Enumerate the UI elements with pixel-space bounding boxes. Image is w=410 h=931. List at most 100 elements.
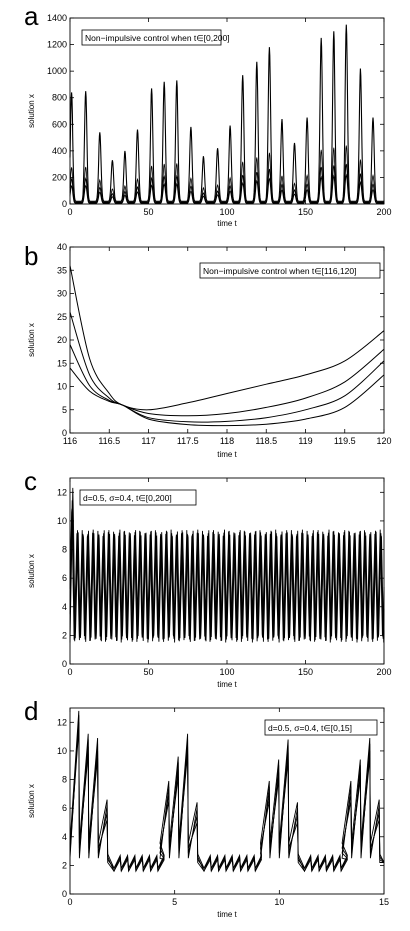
y-tick-label: 1200	[47, 40, 67, 50]
legend-box-d	[264, 719, 378, 736]
x-tick-label: 119.5	[334, 436, 356, 446]
x-tick-label: 120	[376, 436, 391, 446]
series-line	[69, 173, 384, 204]
plot-frame-d	[69, 707, 385, 895]
x-tick-label: 0	[67, 897, 72, 907]
legend-box-c	[79, 489, 197, 506]
panel-a: a 0 50 100 150 2000200400600800100012001400 …	[24, 1, 392, 228]
series-line	[69, 508, 385, 643]
x-tick-label: 116	[63, 436, 77, 446]
y-tick-label: 10	[57, 516, 67, 526]
x-tick-label: 50	[143, 207, 153, 217]
ticks-b: 116 116.5 117 117.5 118 118.5 119 119.5 120 0 5 10 1…	[57, 242, 392, 446]
y-tick-label: 6	[62, 803, 67, 813]
ticks-a: 0 50 100 150 200 0 200 400 600 800 1000 1200 1400	[47, 13, 392, 217]
legend-text-c: d=0.5, σ=0.4, t∈[0,200]	[83, 493, 172, 503]
x-tick-label: 118	[220, 436, 234, 446]
x-tick-label: 100	[219, 207, 234, 217]
y-tick-label: 0	[62, 659, 67, 669]
plot-frame-a	[69, 17, 385, 205]
y-tick-label: 400	[52, 146, 67, 156]
y-tick-label: 2	[62, 630, 67, 640]
series-group-d	[69, 710, 385, 873]
y-tick-label: 12	[57, 717, 67, 727]
panel-d: d 0 5 10 15 0 2 4 6 8 10 12 d=0.5, σ=0.4, t∈[0,15]…	[24, 696, 389, 919]
panel-letter-b: b	[24, 241, 38, 271]
y-axis-label-d: solution x	[27, 784, 36, 818]
y-tick-label: 12	[57, 487, 67, 497]
x-axis-label-d: time t	[217, 910, 237, 919]
x-tick-label: 15	[379, 897, 389, 907]
series-line	[69, 715, 384, 873]
panel-letter-d: d	[24, 696, 38, 726]
y-tick-label: 4	[62, 832, 67, 842]
x-tick-label: 117.5	[177, 436, 199, 446]
y-tick-label: 8	[62, 545, 67, 555]
series-line	[69, 24, 384, 202]
y-tick-label: 1000	[47, 66, 67, 76]
series-group-a	[69, 24, 384, 204]
y-tick-label: 4	[62, 602, 67, 612]
y-tick-label: 10	[57, 382, 67, 392]
y-tick-label: 2	[62, 860, 67, 870]
x-tick-label: 50	[143, 667, 153, 677]
legend-text-b: Non−impulsive control when t∈[116,120]	[203, 266, 357, 276]
series-line	[69, 500, 385, 643]
series-line	[69, 311, 385, 417]
x-tick-label: 0	[67, 207, 72, 217]
y-tick-label: 0	[62, 889, 67, 899]
x-axis-label-b: time t	[217, 450, 237, 459]
x-tick-label: 100	[219, 667, 234, 677]
y-tick-label: 1400	[47, 13, 67, 23]
y-tick-label: 5	[62, 405, 67, 415]
series-line	[69, 344, 385, 423]
series-group-b	[69, 265, 385, 427]
x-tick-label: 5	[172, 897, 177, 907]
y-tick-label: 200	[52, 172, 67, 182]
x-tick-label: 200	[376, 207, 391, 217]
legend-text-d: d=0.5, σ=0.4, t∈[0,15]	[268, 723, 352, 733]
legend-text-a: Non−impulsive control when t∈[0,200]	[85, 33, 230, 43]
y-tick-label: 35	[57, 265, 67, 275]
x-tick-label: 150	[298, 207, 313, 217]
ticks-d: 0 5 10 15 0 2 4 6 8 10 12	[57, 708, 389, 907]
y-tick-label: 40	[57, 242, 67, 252]
x-tick-label: 10	[274, 897, 284, 907]
legend-box-b	[199, 262, 381, 279]
x-tick-label: 117	[141, 436, 155, 446]
legend-box-a	[81, 29, 222, 46]
series-group-c	[69, 487, 385, 643]
y-tick-label: 25	[57, 312, 67, 322]
y-tick-label: 600	[52, 119, 67, 129]
series-line	[69, 265, 385, 411]
y-axis-label-b: solution x	[27, 323, 36, 357]
x-tick-label: 150	[298, 667, 313, 677]
panel-c: c 0 50 100 150 200 0 2 4 6 8 10 12 d=0.5, σ=0.4, t∈…	[24, 466, 392, 689]
x-tick-label: 0	[67, 667, 72, 677]
y-tick-label: 20	[57, 335, 67, 345]
x-tick-label: 116.5	[98, 436, 120, 446]
y-tick-label: 15	[57, 358, 67, 368]
series-line	[69, 367, 385, 427]
panel-b: b 116 116.5 117 117.5 118 118.5 119 119.5 120051…	[24, 241, 392, 459]
x-axis-label-c: time t	[217, 680, 237, 689]
x-tick-label: 118.5	[255, 436, 277, 446]
panel-letter-a: a	[24, 1, 39, 31]
panel-letter-c: c	[24, 466, 37, 496]
series-line	[69, 710, 385, 870]
series-line	[69, 722, 385, 870]
y-tick-label: 30	[57, 289, 67, 299]
y-tick-label: 8	[62, 775, 67, 785]
x-axis-label-a: time t	[217, 219, 237, 228]
x-tick-label: 119	[298, 436, 312, 446]
y-tick-label: 0	[62, 428, 67, 438]
y-axis-label-a: solution x	[27, 94, 36, 128]
y-tick-label: 10	[57, 746, 67, 756]
x-tick-label: 200	[376, 667, 391, 677]
y-tick-label: 0	[62, 199, 67, 209]
series-line	[69, 729, 385, 873]
y-tick-label: 6	[62, 573, 67, 583]
y-axis-label-c: solution x	[27, 554, 36, 588]
y-tick-label: 800	[52, 93, 67, 103]
